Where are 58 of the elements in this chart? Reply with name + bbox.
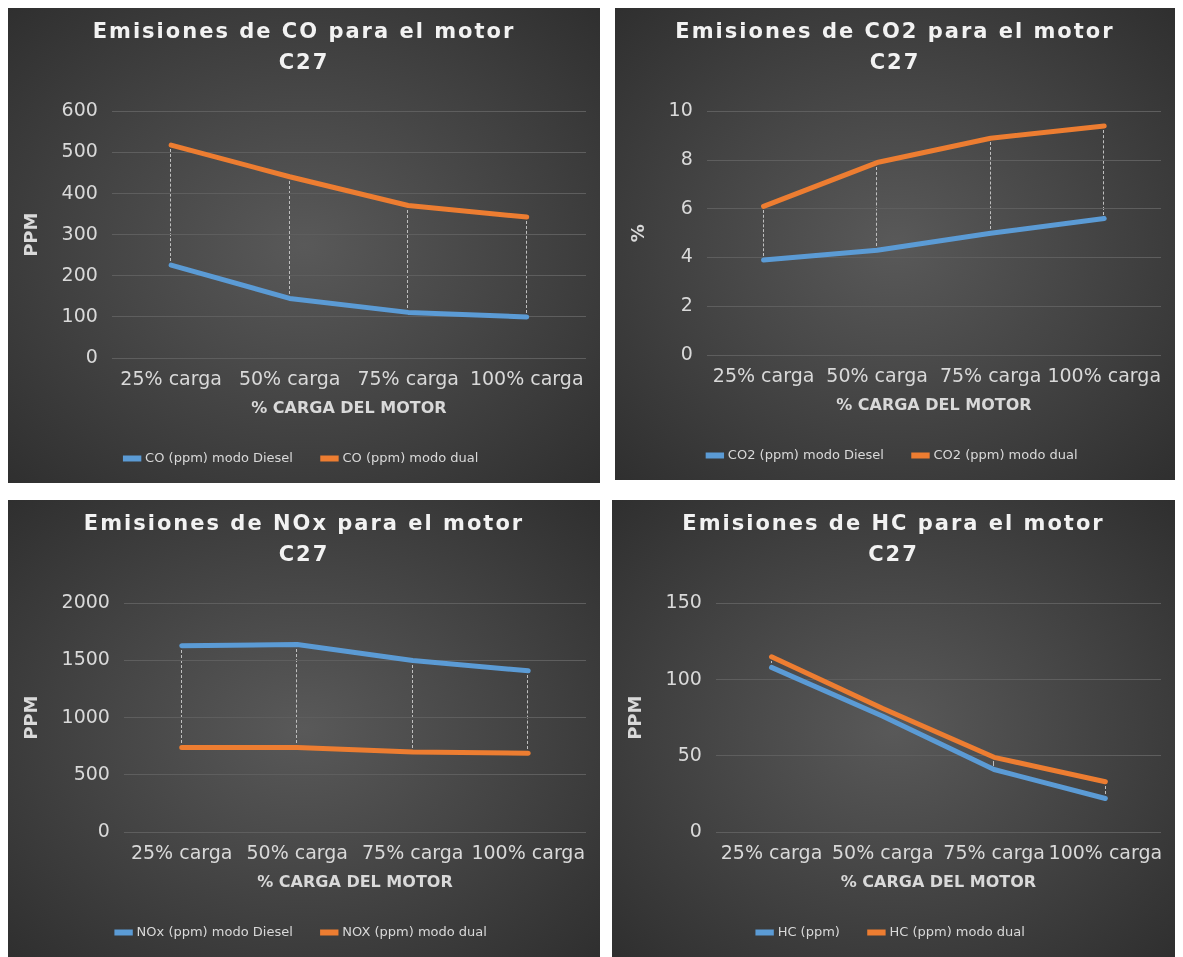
chart-title: Emisiones de CO2 para el motor C27 <box>675 18 1115 76</box>
x-tick-label: 75% carga <box>361 841 464 864</box>
legend-label: NOx (ppm) modo Diesel <box>136 923 293 939</box>
x-tick-label: 75% carga <box>357 367 459 390</box>
legend-label: CO2 (ppm) modo Diesel <box>727 446 884 462</box>
x-tick-label: 25% carga <box>120 367 222 390</box>
x-tick-label: 50% carga <box>832 841 934 864</box>
y-tick-label: 0 <box>97 818 110 841</box>
y-tick-label: 2 <box>680 293 693 316</box>
y-tick-label: 0 <box>689 818 702 841</box>
y-tick-label: 0 <box>85 344 98 367</box>
y-tick-label: 600 <box>61 98 98 121</box>
x-tick-label: 50% carga <box>238 367 341 390</box>
x-axis-title: % CARGA DEL MOTOR <box>257 871 453 891</box>
legend-label: HC (ppm) modo dual <box>889 923 1025 939</box>
y-tick-label: 10 <box>668 98 693 121</box>
y-tick-label: 500 <box>61 139 98 162</box>
x-axis-title: % CARGA DEL MOTOR <box>840 871 1037 891</box>
x-tick-label: 25% carga <box>712 364 815 387</box>
x-tick-label: 75% carga <box>939 364 1042 387</box>
x-tick-label: 25% carga <box>720 841 823 864</box>
y-tick-label: 200 <box>61 262 98 285</box>
legend-label: CO (ppm) modo dual <box>342 449 479 465</box>
y-tick-label: 400 <box>61 180 98 203</box>
legend-label: NOX (ppm) modo dual <box>342 923 487 939</box>
y-tick-label: 8 <box>680 147 693 170</box>
chart-title: Emisiones de NOx para el motor C27 <box>82 510 526 568</box>
legend-label: HC (ppm) <box>777 923 840 939</box>
y-axis-title: PPM <box>624 695 646 740</box>
y-axis-title: PPM <box>20 695 42 740</box>
y-axis-title: PPM <box>20 212 42 257</box>
y-tick-label: 1000 <box>61 704 110 727</box>
x-axis-title: % CARGA DEL MOTOR <box>251 397 447 417</box>
y-tick-label: 500 <box>73 761 110 784</box>
chart-title: Emisiones de CO para el motor C27 <box>91 18 517 76</box>
x-tick-label: 25% carga <box>130 841 233 864</box>
chart-title: Emisiones de HC para el motor C27 <box>681 510 1106 568</box>
y-tick-label: 0 <box>680 341 693 364</box>
x-tick-label: 50% carga <box>826 364 928 387</box>
legend-label: CO2 (ppm) modo dual <box>933 446 1078 462</box>
y-tick-label: 100 <box>61 303 98 326</box>
x-tick-label: 75% carga <box>943 841 1045 864</box>
y-tick-label: 300 <box>61 221 98 244</box>
y-axis-title: % <box>627 224 649 243</box>
x-axis-title: % CARGA DEL MOTOR <box>836 394 1032 414</box>
legend-label: CO (ppm) modo Diesel <box>145 449 293 465</box>
y-tick-label: 6 <box>680 195 693 218</box>
x-tick-label: 100% carga <box>1048 841 1163 864</box>
y-tick-label: 4 <box>680 244 693 267</box>
x-tick-label: 100% carga <box>1047 364 1162 387</box>
y-tick-label: 2000 <box>61 590 110 613</box>
y-tick-label: 150 <box>665 590 702 613</box>
y-tick-label: 1500 <box>61 647 110 670</box>
x-tick-label: 100% carga <box>471 841 586 864</box>
y-tick-label: 100 <box>665 666 702 689</box>
x-tick-label: 50% carga <box>246 841 348 864</box>
x-tick-label: 100% carga <box>469 367 584 390</box>
y-tick-label: 50 <box>677 742 702 765</box>
